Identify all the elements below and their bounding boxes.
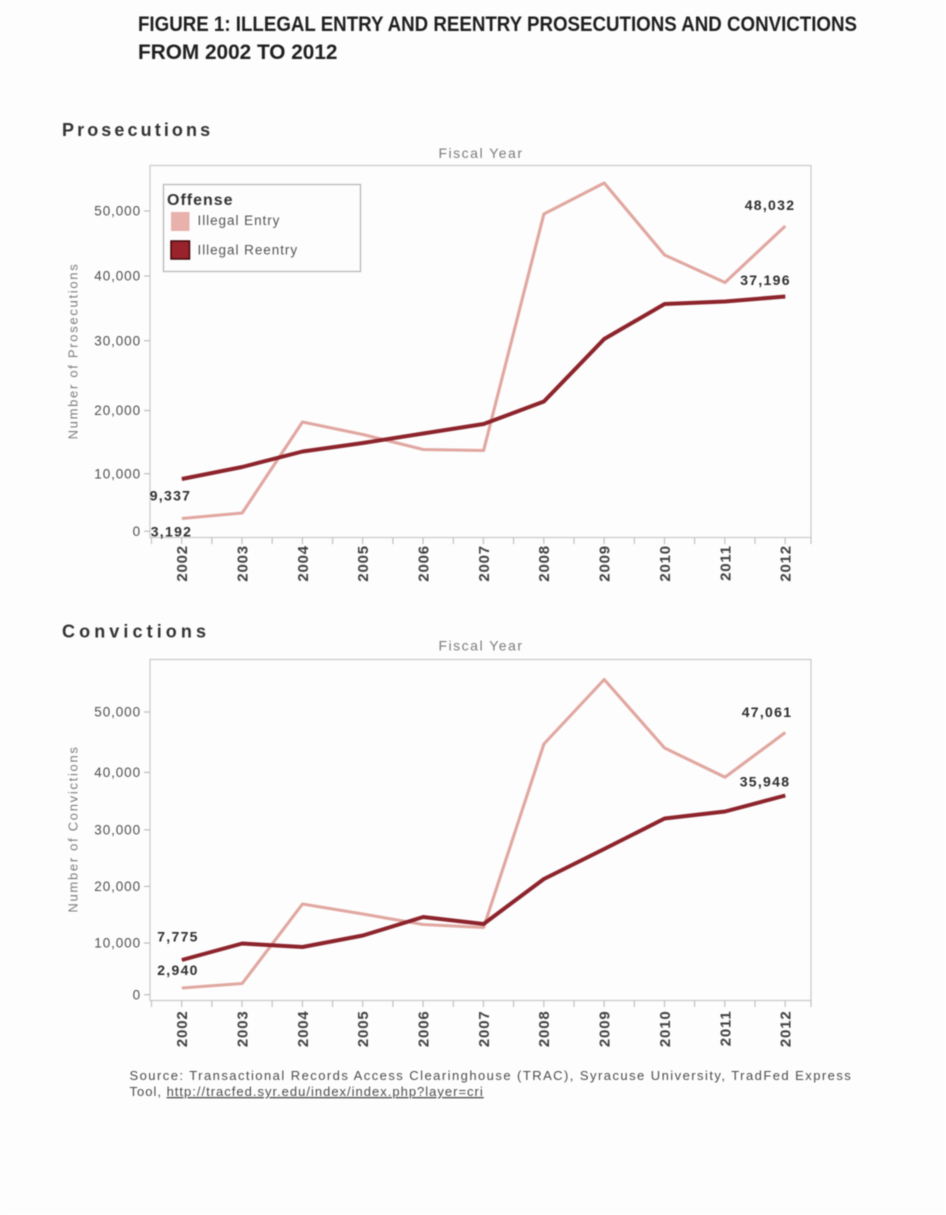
svg-text:Number of Prosecutions: Number of Prosecutions (66, 263, 81, 440)
svg-text:3,192: 3,192 (151, 523, 193, 539)
svg-text:40,000: 40,000 (94, 269, 141, 284)
svg-text:Source: Transactional Records: Source: Transactional Records Access Cle… (130, 1068, 853, 1083)
svg-text:2007: 2007 (476, 545, 493, 582)
svg-text:0: 0 (133, 524, 141, 539)
svg-text:40,000: 40,000 (94, 765, 141, 780)
svg-text:47,061: 47,061 (742, 704, 793, 720)
svg-text:2008: 2008 (536, 1011, 553, 1048)
svg-text:Tool, http://tracfed.syr.edu/i: Tool, http://tracfed.syr.edu/index/index… (130, 1084, 484, 1099)
svg-text:37,196: 37,196 (740, 272, 791, 288)
svg-text:20,000: 20,000 (94, 403, 141, 418)
svg-text:2003: 2003 (234, 545, 251, 582)
svg-text:0: 0 (133, 987, 141, 1002)
svg-text:Fiscal Year: Fiscal Year (439, 638, 524, 654)
svg-text:FIGURE 1: ILLEGAL ENTRY AND RE: FIGURE 1: ILLEGAL ENTRY AND REENTRY PROS… (138, 13, 857, 36)
svg-text:2007: 2007 (476, 1011, 493, 1048)
svg-text:2011: 2011 (717, 545, 734, 581)
svg-text:2009: 2009 (597, 1011, 614, 1048)
svg-text:2010: 2010 (657, 545, 674, 582)
svg-text:10,000: 10,000 (94, 466, 141, 481)
svg-text:2,940: 2,940 (157, 962, 199, 978)
svg-text:Prosecutions: Prosecutions (62, 120, 213, 140)
svg-text:2005: 2005 (355, 545, 372, 582)
svg-text:7,775: 7,775 (157, 929, 199, 945)
svg-text:Illegal Reentry: Illegal Reentry (198, 242, 299, 257)
svg-text:35,948: 35,948 (740, 774, 791, 790)
svg-text:2005: 2005 (355, 1011, 372, 1048)
svg-text:2008: 2008 (536, 545, 553, 582)
svg-text:Illegal Entry: Illegal Entry (198, 213, 281, 228)
svg-text:FROM 2002 TO 2012: FROM 2002 TO 2012 (138, 41, 338, 64)
svg-text:2006: 2006 (416, 545, 433, 582)
svg-text:Convictions: Convictions (62, 622, 210, 642)
svg-text:Number of Convictions: Number of Convictions (66, 745, 81, 912)
svg-text:9,337: 9,337 (150, 488, 192, 504)
svg-text:2003: 2003 (234, 1011, 251, 1048)
svg-text:2004: 2004 (295, 545, 312, 582)
svg-text:2012: 2012 (778, 1011, 795, 1048)
svg-text:Fiscal Year: Fiscal Year (439, 145, 524, 161)
svg-text:30,000: 30,000 (94, 333, 141, 348)
svg-text:Offense: Offense (167, 192, 234, 209)
svg-text:30,000: 30,000 (94, 823, 141, 838)
svg-text:2006: 2006 (416, 1011, 433, 1048)
svg-text:48,032: 48,032 (745, 197, 796, 213)
svg-text:50,000: 50,000 (94, 204, 141, 219)
svg-text:2012: 2012 (778, 545, 795, 582)
svg-text:10,000: 10,000 (94, 936, 141, 951)
svg-text:2002: 2002 (174, 1011, 191, 1048)
svg-text:2010: 2010 (657, 1011, 674, 1048)
svg-text:2002: 2002 (174, 545, 191, 582)
svg-text:20,000: 20,000 (94, 879, 141, 894)
svg-text:2011: 2011 (717, 1011, 734, 1047)
svg-text:2009: 2009 (597, 545, 614, 582)
svg-text:50,000: 50,000 (94, 705, 141, 720)
svg-text:2004: 2004 (295, 1011, 312, 1048)
